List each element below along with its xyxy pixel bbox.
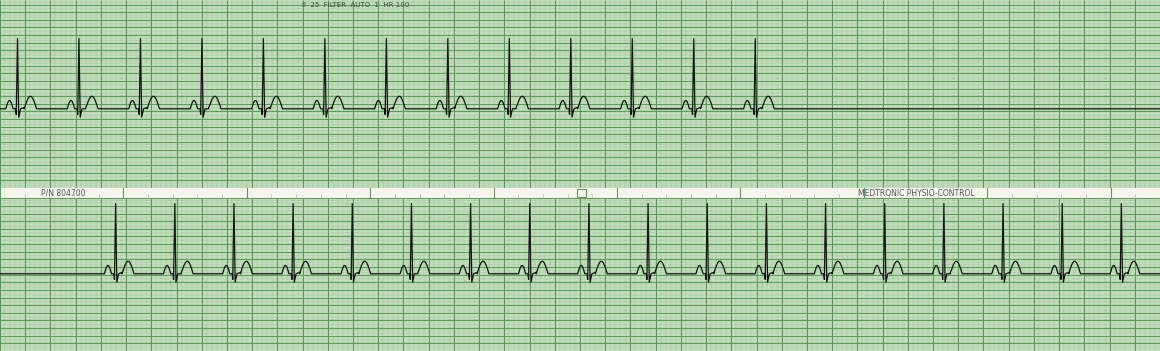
Bar xyxy=(577,190,586,197)
Bar xyxy=(0,0,1160,188)
Bar xyxy=(0,198,1160,351)
Text: MEDTRONIC PHYSIO-CONTROL: MEDTRONIC PHYSIO-CONTROL xyxy=(858,188,976,198)
Text: II  25  FILTER  AUTO  1  HR 100: II 25 FILTER AUTO 1 HR 100 xyxy=(302,2,408,8)
Bar xyxy=(0,188,1160,198)
Text: P/N 804700: P/N 804700 xyxy=(41,188,85,198)
